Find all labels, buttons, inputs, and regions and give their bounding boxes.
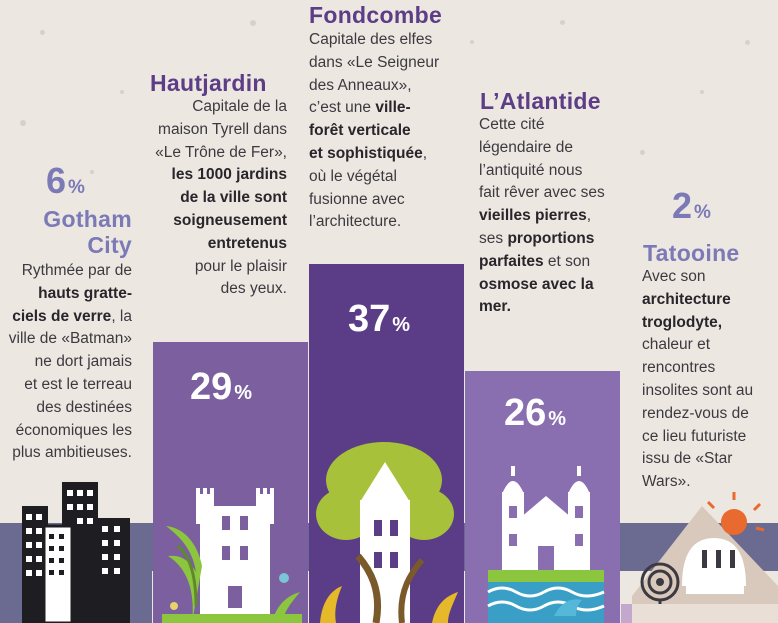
description-line: des destinées	[36, 398, 132, 416]
description-line: où le végétal	[309, 167, 397, 185]
value-label-tatooine: 2%	[672, 185, 711, 226]
description-line: et est le terreau	[24, 375, 132, 393]
description-line: insolites sont au	[642, 381, 754, 399]
description-line: des yeux.	[220, 280, 287, 298]
description-line: légendaire de	[479, 138, 573, 156]
title-gotham-city: Gotham City	[43, 206, 132, 258]
description-line: ville de «Batman»	[8, 330, 132, 348]
description-line: Capitale des elfes	[309, 31, 433, 48]
garden-castle-icon	[162, 488, 302, 623]
description-atlantide: Cette cité légendaire de l’antiquité nous f…	[479, 114, 629, 319]
description-line: rendez-vous de	[642, 404, 749, 422]
description-line: pour le plaisir	[194, 257, 287, 275]
description-line: osmose avec la	[479, 275, 594, 293]
description-line: économiques les	[15, 421, 132, 439]
description-line: parfaites et son	[479, 252, 591, 270]
skyscrapers-icon	[22, 482, 130, 623]
description-line: forêt verticale	[309, 122, 411, 140]
description-line: architecture	[642, 290, 731, 308]
description-line: mer.	[479, 298, 511, 316]
description-line: chaleur et	[642, 336, 711, 354]
description-line: vieilles pierres,	[479, 207, 592, 225]
title-hautjardin: Hautjardin	[150, 70, 267, 96]
forest-tower-icon	[316, 442, 458, 623]
description-hautjardin: Capitale de la maison Tyrell dans «Le Trôn…	[140, 96, 287, 301]
description-line: entretenus	[207, 234, 287, 252]
description-line: les 1000 jardins	[171, 166, 287, 184]
description-line: Wars».	[642, 473, 691, 491]
description-line: Cette cité	[479, 116, 545, 133]
description-line: fait rêver avec ses	[479, 184, 605, 202]
description-tatooine: Avec son architecture troglodyte, chaleur e…	[642, 266, 778, 494]
description-line: rencontres	[642, 359, 716, 377]
value-label-gotham-city: 6%	[46, 160, 85, 201]
description-line: Rythmée par de	[21, 262, 132, 279]
description-line: fusionne avec	[309, 190, 405, 208]
description-line: issu de «Star	[642, 450, 733, 468]
description-line: ne dort jamais	[34, 353, 132, 371]
value-label-atlantide: 26%	[504, 392, 567, 434]
description-line: l’antiquité nous	[479, 161, 583, 179]
description-fondcombe: Capitale des elfes dans «Le Seigneur des A…	[309, 29, 469, 234]
description-line: l’architecture.	[309, 213, 402, 231]
description-line: des Anneaux»,	[309, 76, 412, 94]
description-line: ce lieu futuriste	[642, 427, 747, 445]
description-line: de la ville sont	[180, 189, 287, 207]
description-line: maison Tyrell dans	[158, 120, 287, 138]
description-line: c’est une ville-	[309, 99, 411, 117]
description-line: ses proportions	[479, 229, 595, 247]
title-fondcombe: Fondcombe	[309, 2, 443, 28]
description-line: plus ambitieuses.	[12, 444, 132, 462]
description-line: «Le Trône de Fer»,	[155, 143, 287, 161]
description-line: soigneusement	[173, 211, 287, 229]
description-line: ciels de verre, la	[12, 307, 132, 325]
desert-dome-icon	[632, 492, 778, 623]
title-atlantide: L’Atlantide	[480, 88, 601, 114]
description-line: Avec son	[642, 268, 706, 285]
description-line: dans «Le Seigneur	[309, 53, 440, 71]
description-line: hauts gratte-	[38, 284, 132, 302]
description-line: troglodyte,	[642, 313, 723, 331]
atlantis-church-icon	[487, 466, 605, 623]
description-line: et sophistiquée,	[309, 144, 427, 162]
value-label-fondcombe: 37%	[348, 298, 411, 340]
description-line: Capitale de la	[192, 98, 287, 115]
description-gotham-city: Rythmée par de hauts gratte-ciels de verr…	[0, 260, 132, 465]
value-label-hautjardin: 29%	[190, 366, 253, 408]
title-tatooine: Tatooine	[643, 240, 740, 266]
